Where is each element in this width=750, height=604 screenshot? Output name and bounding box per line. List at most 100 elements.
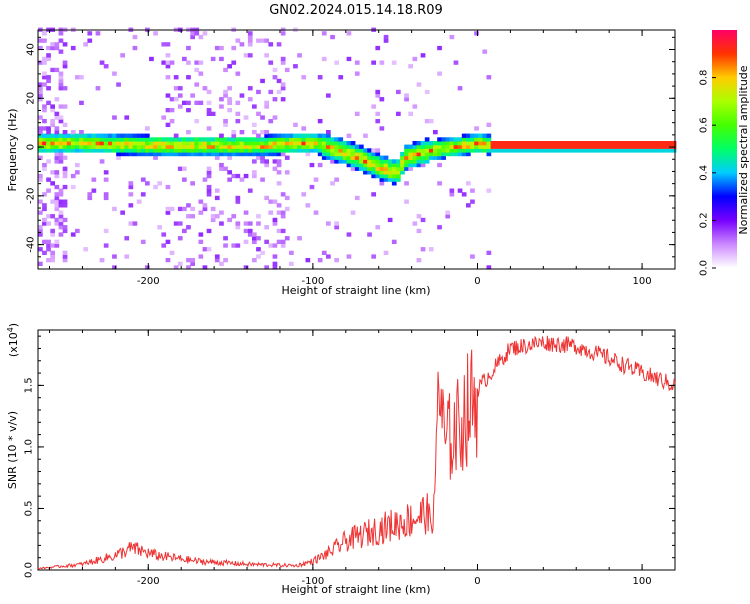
spectrogram-cell (421, 53, 426, 57)
spectrogram-cell (380, 159, 385, 163)
snr-ytick-label: 0.0 (24, 562, 35, 578)
spectrogram-cell (334, 159, 339, 163)
spectrogram-cell (227, 218, 232, 222)
spectrogram-cell (425, 119, 430, 123)
spectrogram-cell (190, 181, 195, 185)
spectrogram-cell (133, 148, 138, 152)
spectrogram-cell (199, 200, 204, 204)
spectrogram-cell (83, 42, 88, 46)
spectrogram-ytick-label: 20 (26, 92, 37, 105)
spectrogram-cell (384, 35, 389, 39)
spectrogram-cell (421, 247, 426, 251)
spectrogram-cell (289, 251, 294, 255)
spectrogram-cell (293, 141, 298, 145)
spectrogram-cell (503, 141, 508, 145)
spectrogram-cell (59, 192, 64, 196)
spectrogram-cell (161, 243, 166, 247)
spectrogram-cell (46, 148, 51, 152)
spectrogram-cell (55, 159, 60, 163)
spectrogram-cell (96, 148, 101, 152)
spectrogram-cell (186, 225, 191, 229)
spectrogram-cell (260, 159, 265, 163)
spectrogram-cell (141, 141, 146, 145)
spectrogram-cell (38, 141, 43, 145)
spectrogram-cell (520, 148, 525, 152)
spectrogram-cell (46, 75, 51, 79)
spectrogram-cell (421, 159, 426, 163)
spectrogram-cell (236, 119, 241, 123)
spectrogram-cell (384, 156, 389, 160)
spectrogram-cell (248, 86, 253, 90)
spectrogram-cell (347, 232, 352, 236)
spectrogram-cell (63, 185, 68, 189)
spectrogram-cell (236, 148, 241, 152)
spectrogram-cell (50, 137, 55, 141)
spectrogram-cell (413, 221, 418, 225)
spectrogram-cell (199, 254, 204, 258)
spectrogram-cell (149, 148, 154, 152)
spectrogram-cell (75, 134, 80, 138)
spectrogram-cell (482, 134, 487, 138)
spectrogram-cell (380, 181, 385, 185)
spectrogram-cell (129, 134, 134, 138)
spectrogram-cell (647, 148, 652, 152)
spectrogram-cell (50, 141, 55, 145)
spectrogram-cell (219, 97, 224, 101)
spectrogram-cell (334, 225, 339, 229)
spectrogram-cell (75, 163, 80, 167)
spectrogram-cell (301, 148, 306, 152)
spectrogram-cell (277, 240, 282, 244)
spectrogram-cell (273, 167, 278, 171)
spectrogram-cell (371, 156, 376, 160)
spectrogram-cell (273, 97, 278, 101)
spectrogram-cell (215, 141, 220, 145)
spectrogram-cell (50, 254, 55, 258)
spectrogram-cell (186, 46, 191, 50)
spectrogram-cell (75, 170, 80, 174)
spectrogram-cell (536, 141, 541, 145)
spectrogram-cell (347, 159, 352, 163)
spectrogram-cell (643, 148, 648, 152)
spectrogram-cell (318, 148, 323, 152)
colorbar-tick-label: 0.6 (699, 117, 710, 133)
spectrogram-cell (470, 137, 475, 141)
spectrogram-cell (215, 137, 220, 141)
spectrogram-cell (437, 225, 442, 229)
spectrogram-cell (133, 46, 138, 50)
spectrogram-cell (334, 178, 339, 182)
spectrogram-cell (392, 167, 397, 171)
spectrogram-cell (112, 148, 117, 152)
spectrogram-cell (46, 159, 51, 163)
spectrogram-cell (59, 225, 64, 229)
spectrogram-cell (96, 31, 101, 35)
spectrogram-cell (655, 141, 660, 145)
spectrogram-cell (227, 137, 232, 141)
spectrogram-cell (293, 148, 298, 152)
spectrogram-cell (310, 148, 315, 152)
spectrogram-cell (470, 148, 475, 152)
spectrogram-cell (219, 221, 224, 225)
spectrogram-cell (614, 148, 619, 152)
spectrogram-cell (67, 134, 72, 138)
spectrogram-cell (602, 141, 607, 145)
spectrogram-cell (133, 221, 138, 225)
spectrogram-cell (120, 137, 125, 141)
spectrogram-cell (63, 156, 68, 160)
spectrogram-cell (46, 126, 51, 130)
spectrogram-cell (367, 167, 372, 171)
spectrogram-cell (199, 148, 204, 152)
spectrogram-cell (46, 178, 51, 182)
spectrogram-cell (190, 141, 195, 145)
spectrogram-cell (236, 141, 241, 145)
spectrogram-cell (631, 141, 636, 145)
spectrogram-cell (561, 148, 566, 152)
spectrogram-cell (157, 148, 162, 152)
spectrogram-cell (260, 115, 265, 119)
spectrogram-cell (273, 148, 278, 152)
spectrogram-cell (445, 148, 450, 152)
snr-xtick-label: 100 (633, 576, 652, 587)
spectrogram-cell (46, 46, 51, 50)
spectrogram-cell (104, 229, 109, 233)
